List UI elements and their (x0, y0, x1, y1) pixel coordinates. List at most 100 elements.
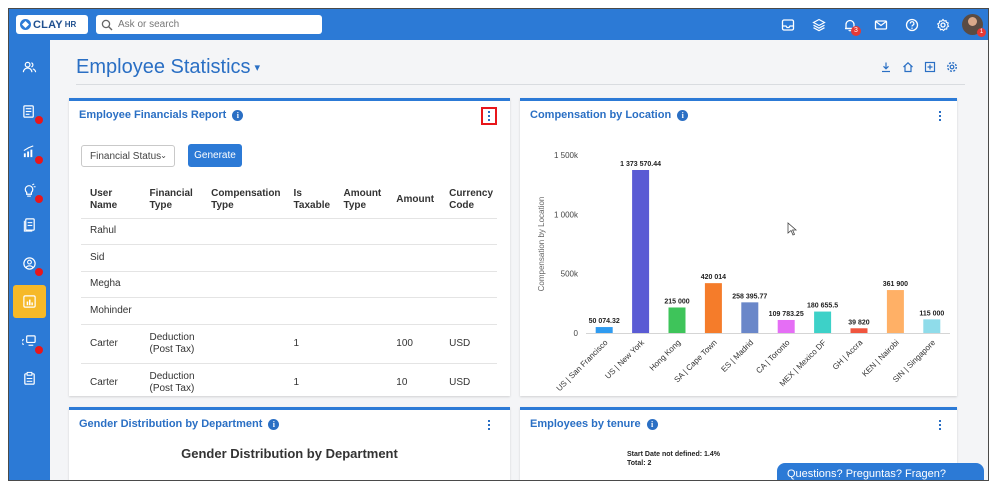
y-tick-label: 1 500k (554, 151, 579, 160)
gender-card-title: Gender Distribution by Department (79, 418, 263, 430)
y-tick-label: 1 000k (554, 210, 579, 219)
help-button[interactable] (896, 9, 927, 40)
info-icon[interactable]: i (677, 109, 689, 121)
financial-status-select[interactable]: Financial Status ⌄ (81, 145, 175, 167)
sidebar-item-reports[interactable] (13, 285, 46, 318)
cell-taxable (284, 244, 335, 271)
home-button[interactable] (897, 58, 919, 76)
bar (814, 311, 832, 333)
download-button[interactable] (875, 58, 897, 76)
compensation-card: Compensation by Location i Compensation … (520, 98, 957, 396)
cell-amount-type (334, 217, 388, 245)
y-tick-label: 500k (561, 270, 579, 279)
sidebar-item-id-card[interactable] (13, 95, 46, 128)
table-row: Mohinder (81, 297, 497, 324)
add-widget-button[interactable] (919, 58, 941, 76)
chevron-down-icon: ⌄ (160, 151, 167, 160)
bar (595, 327, 613, 333)
cell-user: Rahul (81, 217, 141, 245)
layers-button[interactable] (803, 9, 834, 40)
cell-type (140, 244, 203, 271)
bar-value-label: 50 074.32 (589, 318, 620, 325)
user-circle-icon (23, 257, 36, 270)
info-icon[interactable]: i (646, 418, 658, 430)
cell-user: Megha (81, 270, 141, 298)
user-avatar[interactable]: 1 (962, 14, 986, 37)
dashboard-settings-button[interactable] (941, 58, 963, 76)
settings-button[interactable] (927, 9, 958, 40)
bar (632, 170, 650, 333)
header-actions (875, 58, 963, 76)
clayhr-logo[interactable]: CLAY HR (16, 15, 88, 34)
cell-amount-type (334, 297, 388, 324)
cell-user: Carter (81, 323, 141, 363)
tenure-label-line: Start Date not defined: 1.4% (627, 451, 720, 458)
info-icon[interactable]: i (232, 109, 244, 121)
inbox-button[interactable] (772, 9, 803, 40)
sidebar-item-documents[interactable] (13, 208, 46, 241)
page-title-text: Employee Statistics (76, 56, 251, 78)
cell-amount (387, 297, 441, 324)
alert-dot (35, 268, 43, 276)
sidebar-item-workspace[interactable] (13, 325, 46, 358)
chevron-down-icon[interactable]: ▾ (254, 62, 261, 74)
bar-value-label: 1 373 570.44 (620, 161, 661, 168)
alert-dot (35, 195, 43, 203)
bar-value-label: 420 014 (701, 274, 726, 281)
column-header[interactable]: Amount (396, 193, 435, 205)
column-header[interactable]: User Name (90, 187, 118, 211)
card-menu-button[interactable] (932, 416, 948, 434)
document-icon (23, 218, 35, 232)
page-title[interactable]: Employee Statistics ▾ (76, 56, 260, 79)
column-header[interactable]: Amount Type (343, 187, 382, 211)
column-header[interactable]: Is Taxable (293, 187, 331, 211)
cell-taxable (284, 270, 335, 298)
column-header[interactable]: Currency Code (449, 187, 493, 211)
sidebar-item-ideas[interactable] (13, 174, 46, 207)
tenure-card-title: Employees by tenure (530, 418, 641, 430)
table-row: Sid (81, 244, 497, 271)
top-bar: CLAY HR 3 (9, 9, 988, 40)
logo-subtext: HR (64, 20, 77, 29)
chart-growth-icon (23, 145, 34, 158)
notifications-button[interactable]: 3 (834, 9, 865, 40)
cell-comp (202, 297, 285, 324)
card-menu-button[interactable] (932, 107, 948, 125)
download-icon (882, 62, 890, 73)
cell-comp (202, 270, 285, 298)
layers-icon (811, 18, 826, 31)
column-header[interactable]: Compensation Type (211, 187, 281, 211)
questions-chat-widget[interactable]: Questions? Preguntas? Fragen? (777, 463, 984, 480)
bar (923, 319, 941, 333)
table-row: Megha (81, 270, 497, 298)
cell-type (140, 217, 203, 245)
x-tick-label: US | New York (603, 337, 646, 380)
tenure-label-line: Total: 2 (627, 460, 652, 467)
help-icon (905, 18, 918, 31)
card-menu-button[interactable] (481, 107, 497, 125)
sidebar-item-people[interactable] (13, 51, 46, 84)
gear-icon (946, 61, 958, 73)
info-icon[interactable]: i (268, 418, 280, 430)
reports-icon (23, 295, 36, 308)
cell-currency: USD (440, 323, 497, 363)
mail-button[interactable] (865, 9, 896, 40)
financials-title: Employee Financials Report (79, 109, 227, 121)
sidebar-item-profile[interactable] (13, 247, 46, 280)
bar (886, 290, 904, 333)
generate-button[interactable]: Generate (188, 144, 242, 167)
cell-amount: 100 (387, 323, 441, 363)
cell-currency (440, 270, 497, 298)
sidebar-item-clipboard[interactable] (13, 362, 46, 395)
avatar-badge: 1 (977, 28, 986, 37)
cell-user: Mohinder (81, 297, 141, 324)
sidebar-item-growth[interactable] (13, 135, 46, 168)
y-axis-label: Compensation by Location (537, 197, 546, 292)
search-box[interactable] (96, 15, 322, 34)
card-menu-button[interactable] (481, 416, 497, 434)
column-header[interactable]: Financial Type (149, 187, 193, 211)
id-card-icon (23, 105, 34, 118)
gender-card: Gender Distribution by Department i Gend… (69, 407, 510, 480)
bar (741, 302, 759, 333)
search-input[interactable] (118, 19, 308, 30)
